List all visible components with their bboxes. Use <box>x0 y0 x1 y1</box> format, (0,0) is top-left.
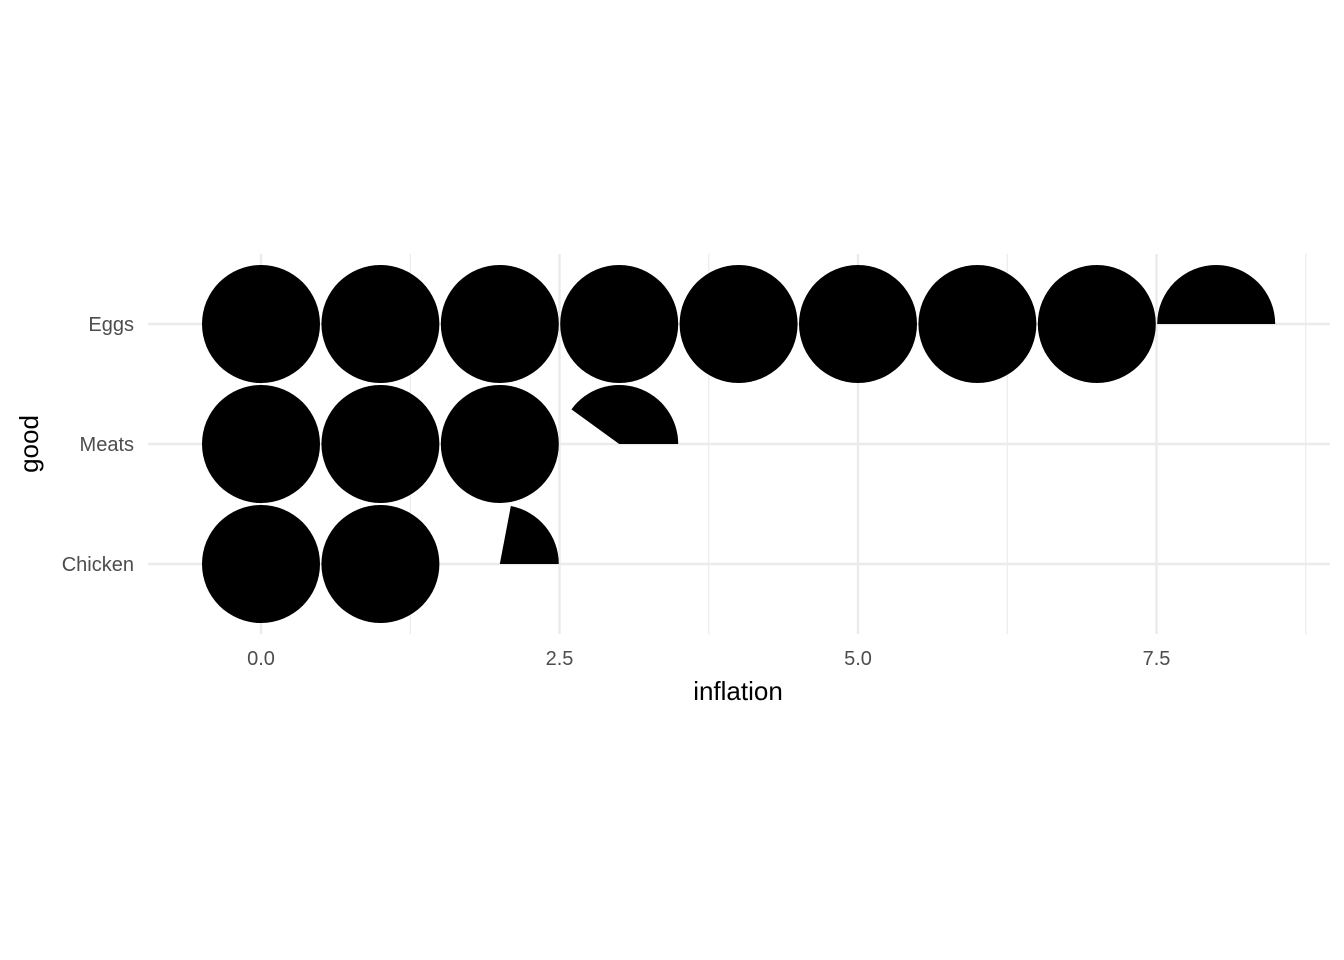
unit-circle-eggs <box>560 265 679 383</box>
unit-circle-eggs <box>918 265 1037 383</box>
x-axis-title: inflation <box>693 676 783 706</box>
x-tick-label: 5.0 <box>844 648 872 670</box>
unit-circle-eggs <box>1037 265 1156 383</box>
y-tick-label: Chicken <box>62 554 134 576</box>
unit-circle-meats <box>321 385 440 503</box>
unit-circle-eggs <box>799 265 917 383</box>
x-tick-label: 0.0 <box>247 648 275 670</box>
partial-wedge-eggs <box>1157 265 1276 324</box>
y-tick-label: Eggs <box>88 314 134 336</box>
data-marks <box>202 265 1276 623</box>
unit-circle-eggs <box>202 265 320 383</box>
partial-wedge-meats <box>571 385 679 444</box>
y-tick-label: Meats <box>80 434 134 456</box>
unit-circle-eggs <box>321 265 440 383</box>
unit-circle-chicken <box>202 505 320 623</box>
unit-circle-chicken <box>321 505 440 623</box>
unit-circle-eggs <box>679 265 798 383</box>
unit-circle-meats <box>202 385 320 503</box>
x-tick-label: 7.5 <box>1143 648 1171 670</box>
y-axis-ticks: Eggs Meats Chicken <box>62 314 134 576</box>
x-tick-label: 2.5 <box>546 648 574 670</box>
unit-circle-meats <box>440 385 559 503</box>
y-axis-title: good <box>14 415 44 473</box>
unit-circle-eggs <box>440 265 559 383</box>
partial-wedge-chicken <box>499 506 559 564</box>
x-axis-ticks: 0.0 2.5 5.0 7.5 <box>247 648 1170 670</box>
